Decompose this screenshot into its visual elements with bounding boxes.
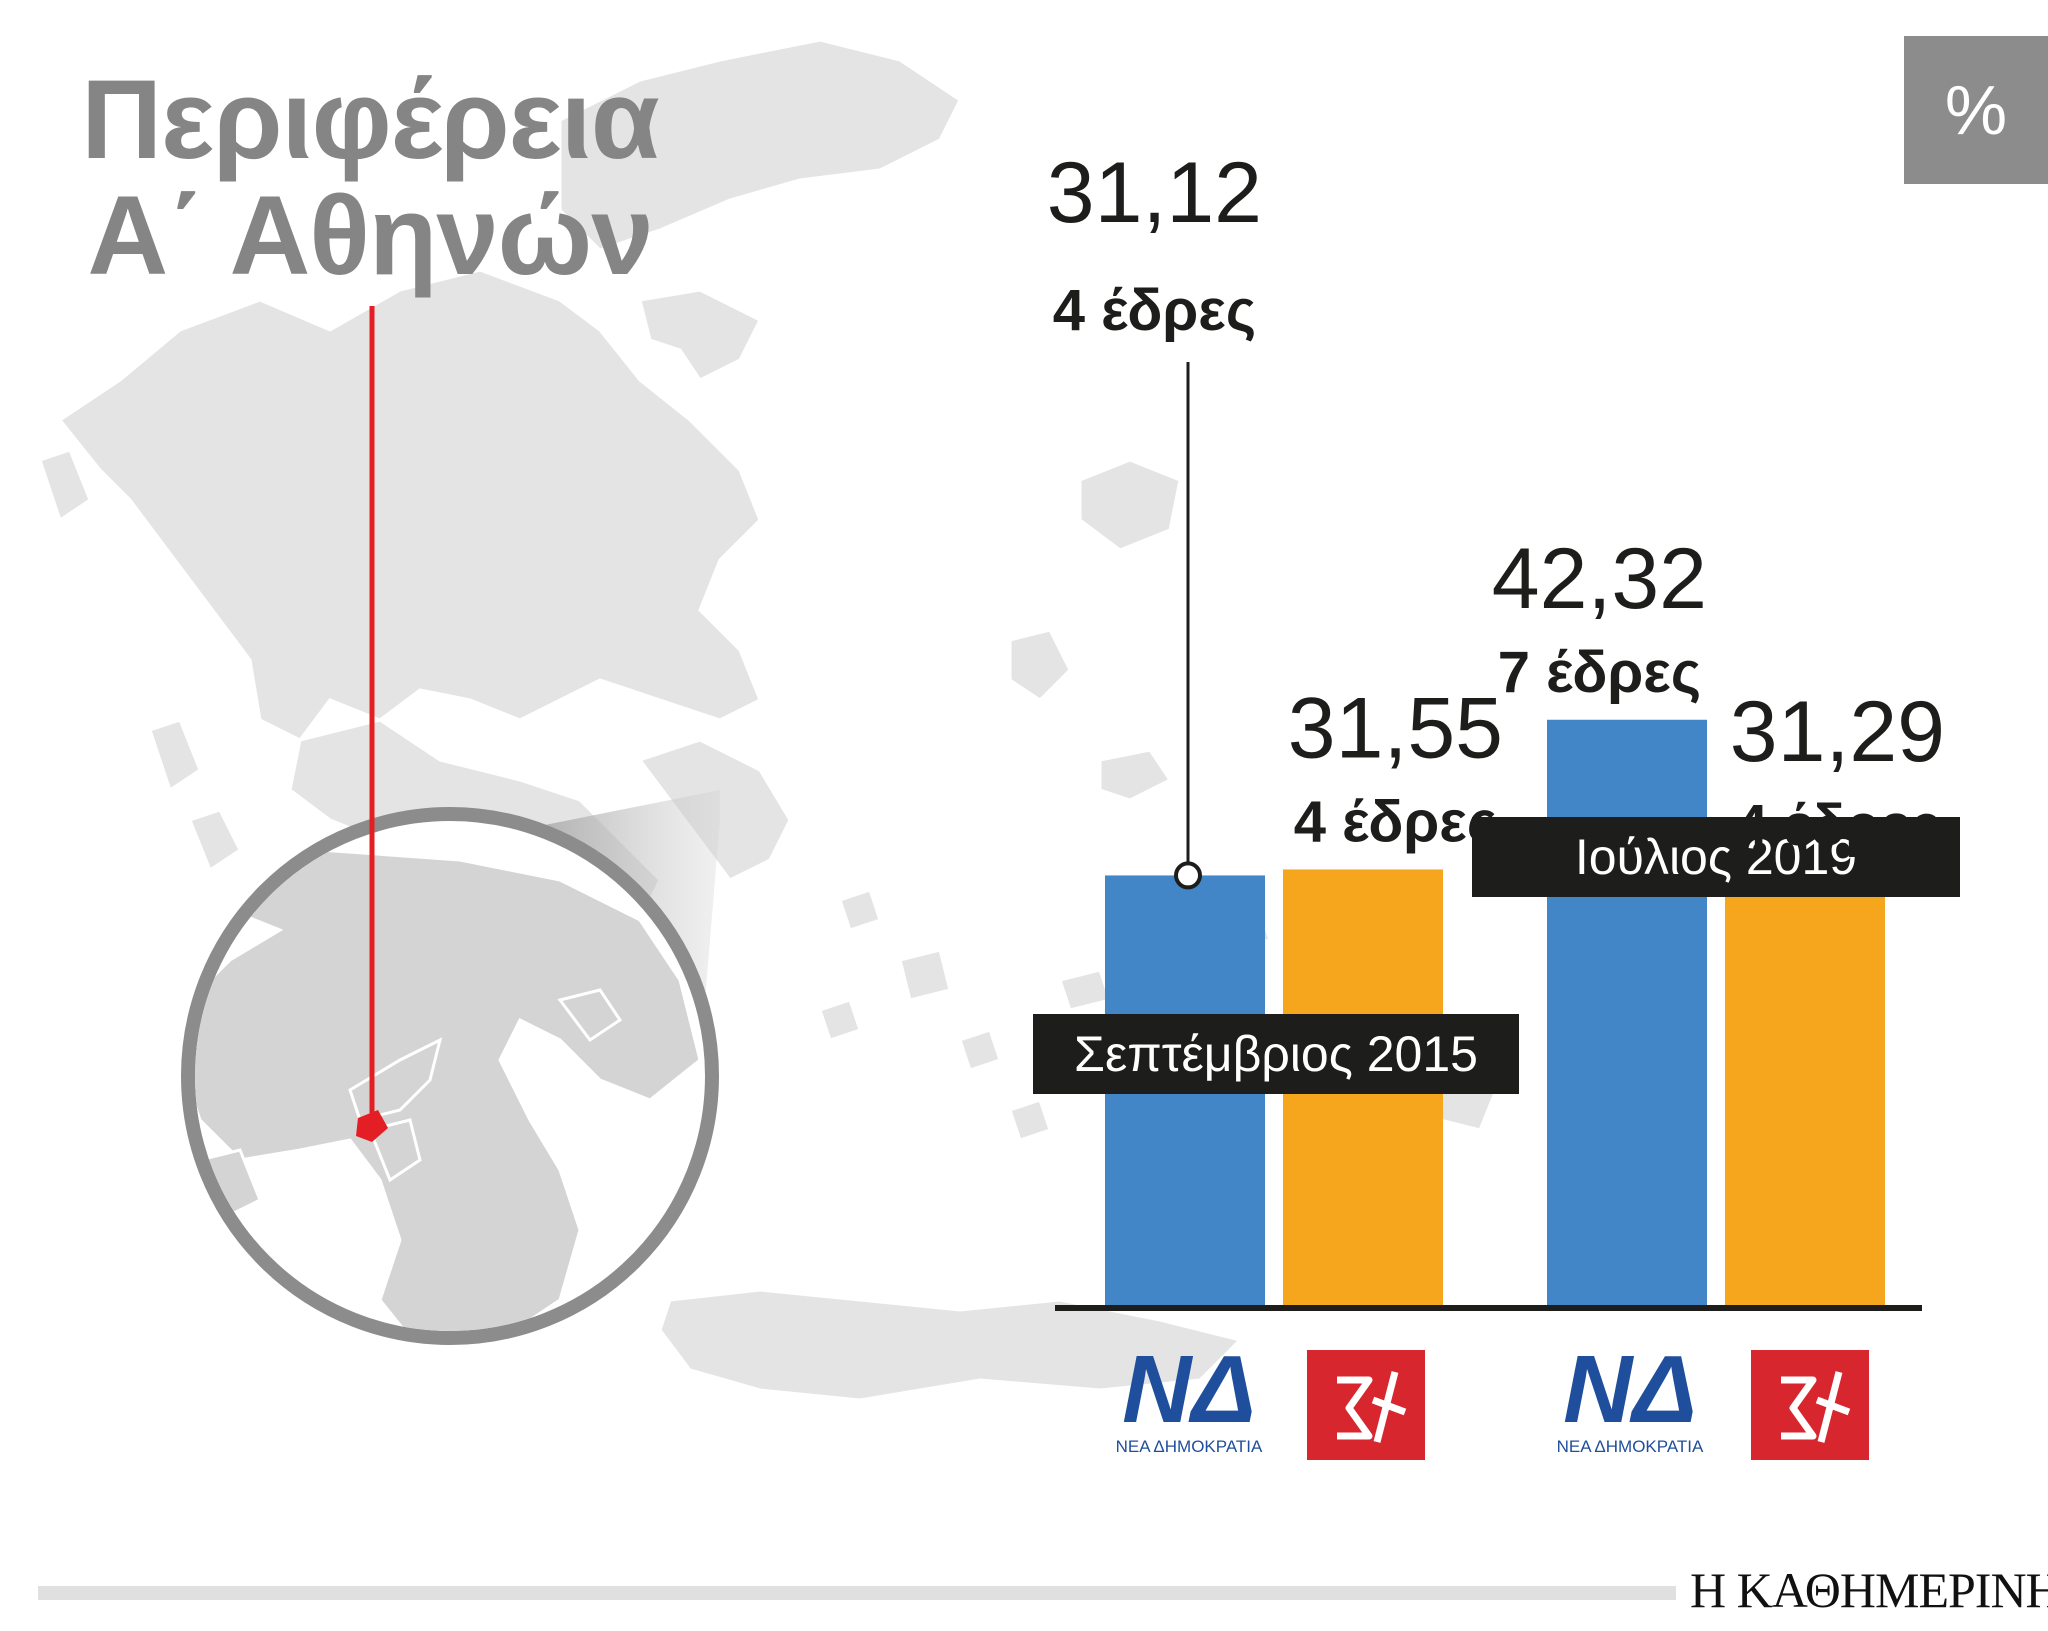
category-label: Σεπτέμβριος 2015 [1074,1026,1478,1082]
syriza-mark-icon [1781,1371,1851,1443]
brand-logo: Η ΚΑΘΗΜΕΡΙΝΗ [1690,1562,2048,1618]
page-title: Περιφέρεια Α΄ Αθηνών [70,62,670,294]
syriza-mark-icon [1337,1371,1407,1443]
title-line-2: Α΄ Αθηνών [87,173,653,298]
nd-caption: ΝΕΑ ΔΗΜΟΚΡΑΤΙΑ [1557,1437,1704,1456]
category-label-box [1472,817,1960,897]
value-label: 42,32 [1492,531,1707,627]
value-label: 31,12 [1047,145,1262,241]
unit-badge: % [1904,36,2048,184]
category-label-box [1033,1014,1519,1094]
seats-label: 7 έδρες [1498,640,1701,705]
syriza-logo-2015 [1307,1350,1425,1460]
seats-label: 4 έδρες [1053,278,1256,343]
seats-label: 4 έδρες [1736,793,1939,858]
bar-syriza-1 [1725,873,1885,1308]
athens-a-district [356,1110,388,1142]
syriza-logo-2019 [1751,1350,1869,1460]
value-label: 31,29 [1730,684,1945,780]
category-label: Ιούλιος 2019 [1575,829,1857,885]
bar-nd-1 [1547,719,1707,1308]
nd-logo-2019: ΝΔ ΝΕΑ ΔΗΜΟΚΡΑΤΙΑ [1545,1336,1715,1460]
seats-label: 4 έδρες [1294,789,1497,854]
nd-logo-2015: ΝΔ ΝΕΑ ΔΗΜΟΚΡΑΤΙΑ [1104,1336,1274,1460]
title-line-1: Περιφέρεια [81,57,660,182]
value-label: 31,55 [1288,680,1503,776]
nd-mark-icon: ΝΔ [1563,1340,1697,1443]
footer-bar [38,1586,1676,1600]
nd-caption: ΝΕΑ ΔΗΜΟΚΡΑΤΙΑ [1116,1437,1263,1456]
leader-dot [1174,861,1202,890]
nd-mark-icon: ΝΔ [1122,1340,1256,1443]
